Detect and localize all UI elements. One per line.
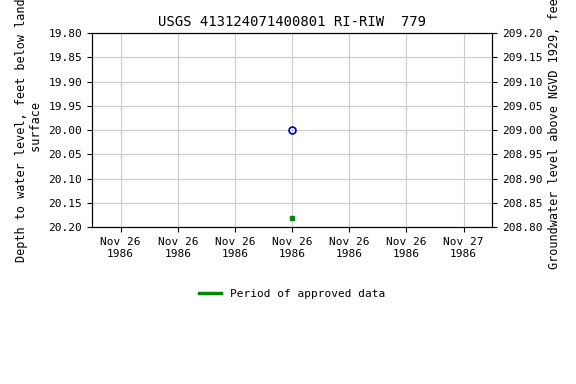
Legend: Period of approved data: Period of approved data xyxy=(195,285,390,303)
Y-axis label: Groundwater level above NGVD 1929, feet: Groundwater level above NGVD 1929, feet xyxy=(548,0,561,269)
Title: USGS 413124071400801 RI-RIW  779: USGS 413124071400801 RI-RIW 779 xyxy=(158,15,426,29)
Y-axis label: Depth to water level, feet below land
 surface: Depth to water level, feet below land su… xyxy=(15,0,43,262)
